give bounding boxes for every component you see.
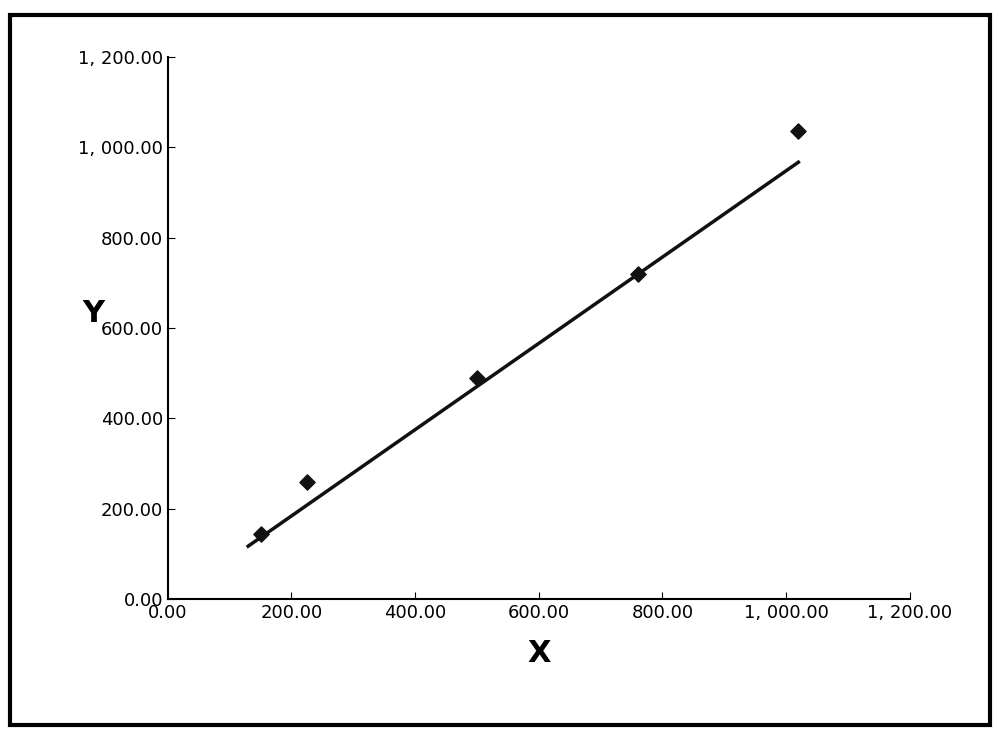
Point [469,372,485,384]
Point [253,528,269,539]
Point [630,268,646,280]
X-axis label: X: X [527,638,550,668]
Point [790,125,806,137]
Point [299,476,315,488]
Y-axis label: Y: Y [83,299,105,328]
